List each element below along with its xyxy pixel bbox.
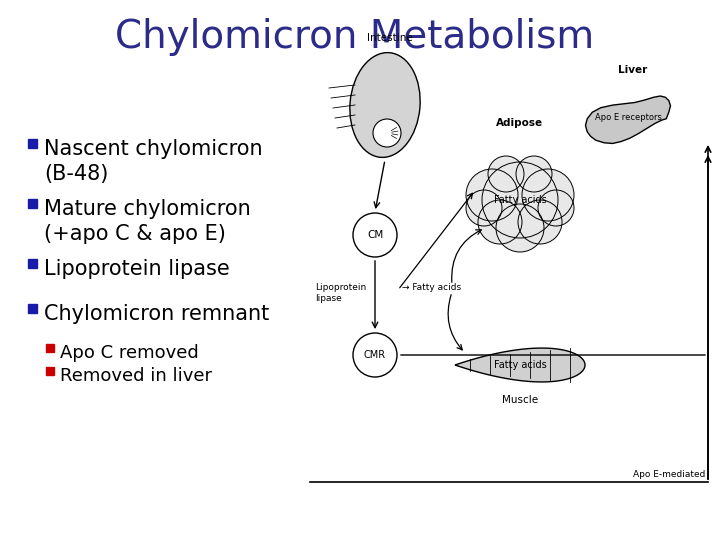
Circle shape [488, 156, 524, 192]
Text: Muscle: Muscle [502, 395, 538, 405]
Text: Intestine: Intestine [367, 33, 413, 43]
Bar [28, 304, 37, 313]
Ellipse shape [350, 52, 420, 157]
Bar [46, 344, 54, 352]
Text: Lipoprotein
lipase: Lipoprotein lipase [315, 284, 366, 303]
Circle shape [466, 169, 518, 221]
Text: Fatty acids: Fatty acids [494, 360, 546, 370]
Text: Lipoprotein lipase: Lipoprotein lipase [44, 259, 230, 279]
Circle shape [353, 213, 397, 257]
Circle shape [522, 169, 574, 221]
Bar [46, 367, 54, 375]
Text: Chylomicron remnant: Chylomicron remnant [44, 304, 269, 324]
Text: CMR: CMR [364, 350, 386, 360]
Circle shape [353, 333, 397, 377]
Text: Apo C removed: Apo C removed [60, 344, 199, 362]
Text: → Fatty acids: → Fatty acids [402, 284, 461, 293]
Circle shape [538, 190, 574, 226]
Text: Liver: Liver [618, 65, 647, 75]
Ellipse shape [373, 119, 401, 147]
Text: Apo E receptors: Apo E receptors [595, 112, 662, 122]
Bar [28, 139, 37, 148]
Bar [28, 199, 37, 208]
Text: Nascent chylomicron
(B-48): Nascent chylomicron (B-48) [44, 139, 263, 184]
Circle shape [516, 156, 552, 192]
Text: Fatty acids: Fatty acids [494, 195, 546, 205]
Text: CM: CM [367, 230, 383, 240]
Text: Apo E-mediated: Apo E-mediated [633, 470, 705, 479]
Polygon shape [585, 96, 670, 144]
Text: Removed in liver: Removed in liver [60, 367, 212, 385]
Bar [28, 259, 37, 268]
Circle shape [478, 200, 522, 244]
Text: Adipose: Adipose [496, 118, 544, 128]
Circle shape [482, 162, 558, 238]
Polygon shape [455, 348, 585, 382]
Circle shape [466, 190, 502, 226]
Text: Mature chylomicron
(+apo C & apo E): Mature chylomicron (+apo C & apo E) [44, 199, 251, 244]
Text: Chylomicron Metabolism: Chylomicron Metabolism [115, 18, 595, 56]
Circle shape [496, 204, 544, 252]
Circle shape [518, 200, 562, 244]
